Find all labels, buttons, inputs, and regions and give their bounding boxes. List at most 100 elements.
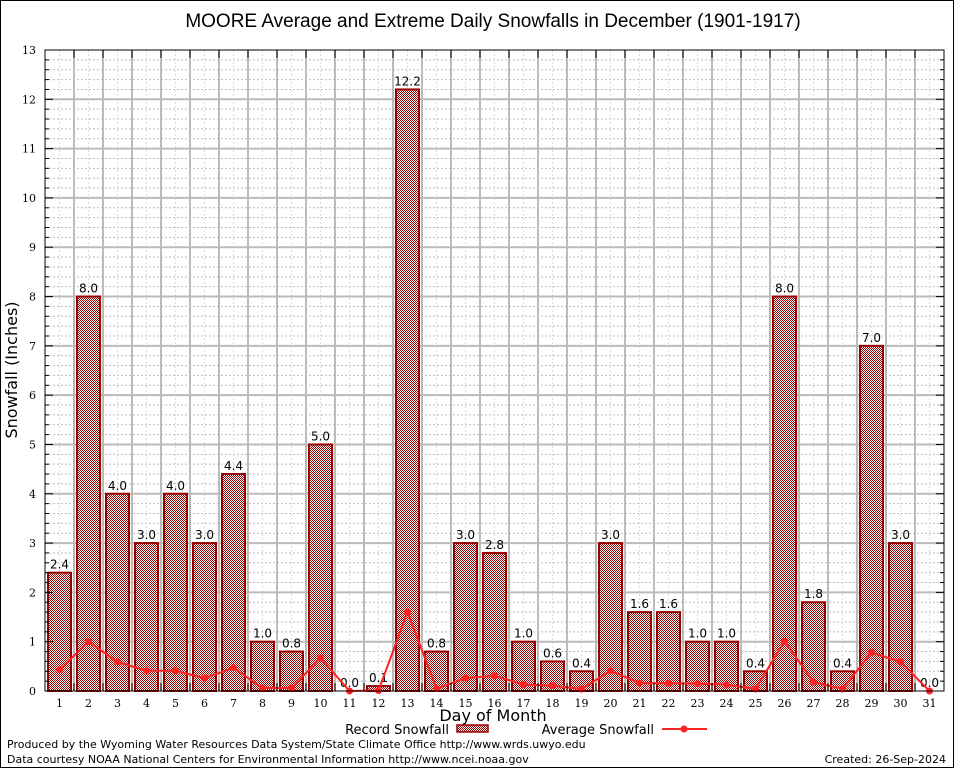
x-tick-label: 4 bbox=[143, 697, 150, 710]
bar-label-day-3: 4.0 bbox=[108, 479, 127, 493]
bar-day-22 bbox=[656, 611, 681, 692]
x-tick-label: 2 bbox=[85, 697, 92, 710]
average-point-day-3 bbox=[114, 658, 121, 666]
legend: Record Snowfall Average Snowfall bbox=[345, 723, 707, 738]
y-tick-label: 3 bbox=[29, 537, 36, 550]
y-tick-label: 6 bbox=[29, 389, 36, 402]
y-tick-label: 10 bbox=[22, 192, 36, 205]
footer-created-date: Created: 26-Sep-2024 bbox=[824, 753, 946, 766]
x-tick-label: 14 bbox=[430, 697, 444, 710]
x-tick-label: 12 bbox=[372, 697, 386, 710]
bar-label-day-16: 2.8 bbox=[485, 538, 504, 552]
legend-record-label: Record Snowfall bbox=[345, 723, 449, 738]
bar-label-day-27: 1.8 bbox=[804, 587, 823, 601]
y-axis-label: Snowfall (Inches) bbox=[2, 301, 21, 438]
x-tick-label: 11 bbox=[343, 697, 357, 710]
bar-label-day-4: 3.0 bbox=[137, 528, 156, 542]
x-tick-label: 19 bbox=[575, 697, 589, 710]
bar-day-6 bbox=[192, 542, 217, 692]
bar-label-day-8: 1.0 bbox=[253, 627, 272, 641]
x-tick-label: 25 bbox=[749, 697, 763, 710]
x-tick-label: 31 bbox=[923, 697, 937, 710]
average-point-day-14 bbox=[433, 685, 440, 693]
y-tick-label: 8 bbox=[29, 291, 36, 304]
legend-average-label: Average Snowfall bbox=[542, 723, 654, 738]
average-point-day-29 bbox=[868, 649, 875, 657]
y-tick-label: 2 bbox=[29, 586, 36, 599]
x-tick-label: 3 bbox=[114, 697, 121, 710]
footer-produced-by: Produced by the Wyoming Water Resources … bbox=[7, 738, 586, 751]
bar-label-day-2: 8.0 bbox=[79, 282, 98, 296]
average-point-day-5 bbox=[172, 667, 179, 675]
bar-label-day-6: 3.0 bbox=[195, 528, 214, 542]
average-point-day-17 bbox=[520, 681, 527, 689]
bar-day-27 bbox=[801, 601, 826, 692]
average-point-day-30 bbox=[897, 658, 904, 666]
x-ticks: 1 2 3 4 5 6 7 8 9 10 11 12 13 14 15 16 17 18 19 20 21 22 23 24 2… bbox=[56, 50, 937, 710]
bar-label-day-10: 5.0 bbox=[311, 429, 330, 443]
bars bbox=[47, 88, 913, 693]
x-tick-label: 9 bbox=[288, 697, 295, 710]
bar-label-day-30: 3.0 bbox=[891, 528, 910, 542]
bar-label-day-28: 0.4 bbox=[833, 656, 852, 670]
average-line bbox=[56, 608, 933, 695]
x-tick-label: 6 bbox=[201, 697, 208, 710]
average-point-day-18 bbox=[549, 682, 556, 690]
average-point-day-1 bbox=[56, 666, 63, 674]
bar-label-day-21: 1.6 bbox=[630, 597, 649, 611]
average-point-day-7 bbox=[230, 664, 237, 672]
bar-label-day-20: 3.0 bbox=[601, 528, 620, 542]
bar-label-day-25: 0.4 bbox=[746, 656, 765, 670]
average-point-day-27 bbox=[810, 678, 817, 686]
bar-label-day-14: 0.8 bbox=[427, 637, 446, 651]
x-tick-label: 7 bbox=[230, 697, 237, 710]
bar-label-day-1: 2.4 bbox=[50, 558, 69, 572]
x-tick-label: 17 bbox=[517, 697, 531, 710]
x-tick-label: 30 bbox=[894, 697, 908, 710]
average-point-day-16 bbox=[491, 672, 498, 680]
bar-label-day-7: 4.4 bbox=[224, 459, 243, 473]
plot-border bbox=[44, 49, 945, 692]
average-point-day-10 bbox=[317, 654, 324, 662]
x-tick-label: 15 bbox=[459, 697, 473, 710]
x-tick-label: 27 bbox=[807, 697, 821, 710]
y-tick-label: 9 bbox=[29, 241, 36, 254]
x-tick-label: 5 bbox=[172, 697, 179, 710]
bar-day-10 bbox=[308, 443, 333, 693]
average-point-day-8 bbox=[259, 684, 266, 692]
bar-labels: 2.48.04.03.04.03.04.41.00.85.00.0 0.112.2… bbox=[50, 74, 939, 690]
x-tick-label: 10 bbox=[314, 697, 328, 710]
legend-average-marker bbox=[680, 725, 688, 733]
average-point-day-20 bbox=[607, 667, 614, 675]
legend-record-swatch bbox=[456, 724, 489, 733]
bar-label-day-22: 1.6 bbox=[659, 597, 678, 611]
bar-label-day-26: 8.0 bbox=[775, 282, 794, 296]
x-tick-label: 28 bbox=[836, 697, 850, 710]
average-point-day-26 bbox=[781, 637, 788, 645]
x-tick-label: 8 bbox=[259, 697, 266, 710]
x-tick-label: 13 bbox=[401, 697, 415, 710]
average-point-day-24 bbox=[723, 681, 730, 689]
bar-day-5 bbox=[163, 492, 188, 692]
bar-label-day-19: 0.4 bbox=[572, 656, 591, 670]
bar-day-15 bbox=[453, 542, 478, 692]
average-point-day-22 bbox=[665, 679, 672, 687]
average-point-day-21 bbox=[636, 679, 643, 687]
bar-label-day-13: 12.2 bbox=[394, 74, 421, 88]
y-tick-label: 7 bbox=[29, 340, 36, 353]
bar-label-day-24: 1.0 bbox=[717, 627, 736, 641]
bar-day-7 bbox=[221, 473, 246, 692]
y-tick-label: 4 bbox=[29, 488, 36, 501]
bar-day-13 bbox=[395, 88, 420, 692]
average-point-day-9 bbox=[288, 684, 295, 692]
bar-day-29 bbox=[859, 344, 884, 692]
average-point-day-15 bbox=[462, 674, 469, 682]
x-tick-label: 21 bbox=[633, 697, 647, 710]
x-tick-label: 16 bbox=[488, 697, 502, 710]
average-point-day-2 bbox=[85, 638, 92, 646]
bar-label-day-23: 1.0 bbox=[688, 627, 707, 641]
y-tick-label: 1 bbox=[29, 636, 36, 649]
x-tick-label: 26 bbox=[778, 697, 792, 710]
